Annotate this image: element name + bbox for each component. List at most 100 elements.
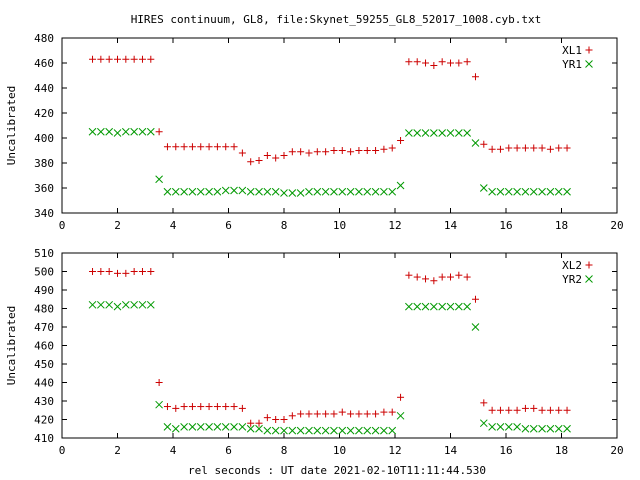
x-tick-label: 12 [388, 444, 401, 457]
data-point [130, 55, 138, 63]
data-point [355, 426, 363, 435]
data-point [97, 268, 105, 275]
data-point [263, 152, 271, 159]
data-point [496, 406, 504, 414]
data-point [114, 55, 121, 63]
data-point [221, 186, 230, 195]
x-tick-label: 18 [555, 444, 568, 457]
data-point [422, 275, 430, 283]
data-point [430, 277, 438, 285]
series-YR1 [88, 127, 571, 197]
data-point [555, 406, 563, 414]
data-point [355, 147, 363, 154]
data-point [196, 423, 205, 431]
data-point [288, 189, 297, 197]
data-point [105, 268, 113, 275]
data-point [146, 127, 155, 136]
data-point [97, 55, 105, 63]
data-point [196, 187, 205, 196]
legend-marker [585, 261, 593, 269]
legend-label: YR2 [562, 273, 582, 286]
data-point [397, 393, 405, 401]
data-point [246, 187, 255, 196]
legend-marker [585, 60, 593, 68]
data-point [197, 143, 205, 151]
data-point [513, 187, 521, 196]
data-point [172, 404, 180, 412]
data-point [155, 128, 163, 136]
data-point [438, 302, 447, 311]
data-point [188, 423, 197, 431]
data-point [471, 73, 479, 81]
data-point [272, 416, 280, 423]
upper-plot-panel: 0 2 4 6 8 10 12 14 16 18 20 340 360 380 400 420 440 460 48… [5, 32, 624, 232]
data-point [330, 187, 338, 196]
data-point [114, 269, 121, 277]
data-point [488, 187, 496, 196]
data-point [188, 403, 196, 411]
data-point [371, 187, 380, 196]
x-tick-label: 6 [225, 444, 232, 457]
y-tick-label: 450 [34, 358, 54, 371]
data-point [222, 403, 230, 411]
data-point [247, 419, 255, 427]
data-point [413, 273, 421, 281]
data-point [130, 300, 139, 309]
y-tick-label: 360 [34, 182, 54, 195]
data-point [347, 410, 355, 418]
data-point [138, 55, 146, 63]
data-point [405, 271, 413, 279]
data-point [563, 406, 571, 414]
data-point [529, 424, 538, 433]
data-point [480, 399, 488, 407]
data-point [272, 154, 280, 162]
data-point [504, 423, 513, 431]
data-point [438, 129, 447, 137]
data-point [221, 423, 230, 431]
lower-plot-panel: 0 2 4 6 8 10 12 14 16 18 20 410 420 430 440 450 460 470 48… [5, 247, 624, 457]
series-XL1 [89, 55, 571, 166]
data-point [322, 148, 330, 156]
x-tick-label: 2 [114, 444, 121, 457]
data-point [255, 187, 263, 196]
data-point [530, 404, 538, 412]
data-point [546, 145, 554, 153]
y-tick-label: 340 [34, 207, 54, 220]
data-point [297, 148, 305, 156]
series-YR2 [88, 300, 571, 435]
data-point [280, 426, 288, 435]
y-tick-label: 500 [34, 266, 54, 279]
data-point [263, 426, 272, 435]
data-point [538, 144, 546, 152]
data-point [363, 426, 372, 435]
data-point [463, 58, 471, 66]
x-tick-label: 20 [610, 219, 623, 232]
legend-label: XL2 [562, 259, 582, 272]
data-point [330, 147, 338, 154]
x-tick-label: 0 [59, 444, 66, 457]
plot-frame [61, 37, 618, 214]
data-point [513, 406, 521, 414]
data-point [347, 148, 355, 156]
y-axis-label: Uncalibrated [5, 306, 18, 385]
data-point [396, 181, 405, 190]
data-point [380, 426, 388, 435]
legend-label: XL1 [562, 44, 582, 57]
data-point [171, 424, 180, 433]
data-point [488, 145, 496, 153]
data-point [121, 300, 130, 309]
data-point [438, 58, 446, 66]
data-point [388, 426, 397, 435]
data-point [338, 187, 347, 196]
x-tick-label: 8 [281, 444, 288, 457]
data-point [355, 187, 363, 196]
data-point [363, 187, 372, 196]
data-point [338, 147, 346, 154]
data-point [288, 412, 296, 420]
data-point [388, 408, 396, 416]
data-point [363, 410, 371, 418]
x-tick-label: 16 [499, 444, 512, 457]
y-tick-label: 510 [34, 247, 54, 260]
data-point [430, 62, 438, 69]
data-point [463, 302, 472, 311]
